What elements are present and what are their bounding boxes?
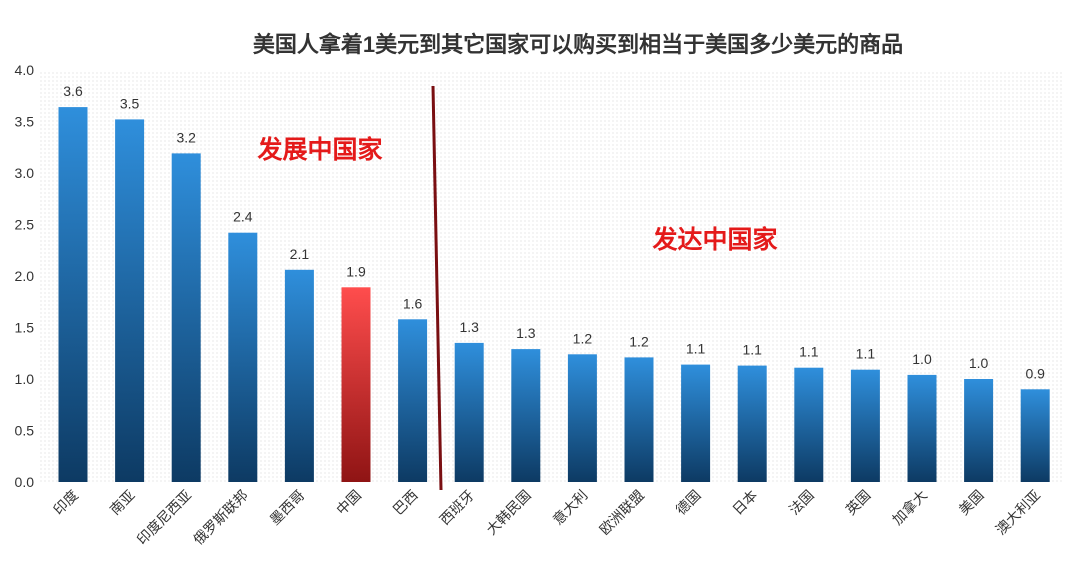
data-label: 3.5 xyxy=(120,95,140,111)
data-label: 1.2 xyxy=(629,333,649,349)
data-label: 1.6 xyxy=(403,295,423,311)
y-tick-label: 4.0 xyxy=(15,62,35,78)
y-tick-label: 0.5 xyxy=(15,423,35,439)
bar xyxy=(341,287,371,482)
bar xyxy=(624,357,654,482)
bar-series xyxy=(58,107,1050,483)
data-label: 1.1 xyxy=(686,341,706,357)
data-label: 1.0 xyxy=(912,351,932,367)
developed-countries-label: 发达中国家 xyxy=(651,225,777,254)
plot-area xyxy=(40,70,1062,482)
bar xyxy=(58,107,88,482)
bar xyxy=(171,153,201,482)
data-label: 0.9 xyxy=(1025,365,1045,381)
x-tick-label: 巴西 xyxy=(390,488,421,519)
x-tick-label: 意大利 xyxy=(550,487,592,529)
bar xyxy=(567,354,597,482)
x-tick-label: 印度尼西亚 xyxy=(134,488,195,549)
y-tick-label: 1.5 xyxy=(15,320,35,336)
y-tick-label: 3.5 xyxy=(15,114,35,130)
divider-line xyxy=(431,85,443,491)
y-tick-label: 1.0 xyxy=(15,371,35,387)
data-label: 3.6 xyxy=(63,83,83,99)
data-label: 1.3 xyxy=(459,319,479,335)
data-label: 2.4 xyxy=(233,209,253,225)
y-tick-label: 0.0 xyxy=(15,474,35,490)
bar xyxy=(1020,389,1050,482)
data-label: 2.1 xyxy=(290,246,310,262)
data-label: 1.0 xyxy=(969,355,989,371)
x-tick-label: 俄罗斯联邦 xyxy=(191,488,252,549)
data-label: 1.1 xyxy=(856,346,876,362)
bar xyxy=(794,367,824,482)
x-tick-label: 加拿大 xyxy=(889,487,931,529)
y-axis: 0.0 0.5 1.0 1.5 2.0 2.5 3.0 3.5 4.0 xyxy=(15,62,35,490)
bar xyxy=(511,349,541,482)
data-label: 1.1 xyxy=(799,344,819,360)
x-tick-label: 墨西哥 xyxy=(267,488,308,529)
bar xyxy=(398,319,428,482)
x-axis: 印度 南亚印度尼西亚俄罗斯联邦 墨西哥 中国 巴西 西班牙 大韩民国 意大利 欧洲联盟 德国 日本法… xyxy=(51,487,1044,549)
x-tick-label: 美国 xyxy=(956,488,987,519)
bar xyxy=(964,379,994,482)
x-tick-label: 英国 xyxy=(842,487,874,519)
x-tick-label: 法国 xyxy=(787,488,818,519)
data-label: 1.9 xyxy=(346,263,366,279)
data-label: 1.3 xyxy=(516,325,536,341)
bar xyxy=(850,369,880,482)
bar xyxy=(681,364,711,482)
x-tick-label: 大韩民国 xyxy=(484,488,535,539)
x-tick-label: 南亚 xyxy=(107,488,138,519)
y-tick-label: 2.5 xyxy=(15,217,35,233)
x-tick-label: 日本 xyxy=(730,488,761,519)
x-tick-label: 德国 xyxy=(673,488,704,519)
data-label: 1.1 xyxy=(742,342,762,358)
x-tick-label: 中国 xyxy=(334,488,365,519)
bar xyxy=(284,269,314,482)
developing-countries-label: 发展中国家 xyxy=(256,135,382,164)
data-labels: 3.6 3.5 3.2 2.4 2.1 1.9 1.6 1.3 1.3 1.2 1.2 1.1 1.1 1… xyxy=(63,83,1045,381)
y-tick-label: 2.0 xyxy=(15,268,35,284)
y-tick-label: 3.0 xyxy=(15,165,35,181)
data-label: 3.2 xyxy=(176,129,196,145)
chart-title: 美国人拿着1美元到其它国家可以购买到相当于美国多少美元的商品 xyxy=(253,32,903,57)
bar xyxy=(907,374,937,482)
data-label: 1.2 xyxy=(573,330,593,346)
bar xyxy=(454,342,484,482)
x-tick-label: 欧洲联盟 xyxy=(597,488,648,539)
bar xyxy=(737,365,767,482)
x-tick-label: 印度 xyxy=(51,488,82,519)
x-tick-label: 西班牙 xyxy=(437,488,478,529)
x-tick-label: 澳大利亚 xyxy=(993,488,1044,539)
bar xyxy=(228,232,258,482)
bar xyxy=(115,119,145,483)
